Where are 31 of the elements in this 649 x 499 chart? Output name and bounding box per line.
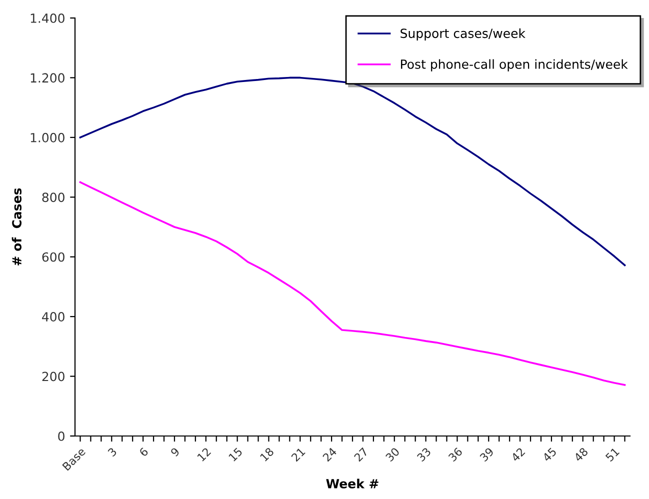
y-tick-label: 400	[42, 312, 64, 322]
x-axis-title: Week #	[326, 478, 378, 488]
x-tick-label: 51	[605, 447, 620, 462]
legend-label: Post phone-call open incidents/week	[401, 59, 628, 72]
x-tick-label: 39	[479, 447, 494, 462]
line-series	[79, 76, 626, 266]
x-tick-label: 36	[448, 447, 463, 462]
x-tick-label: 24	[322, 446, 338, 462]
x-tick-label: 18	[260, 447, 274, 462]
y-tick-label: 200	[42, 372, 64, 382]
legend-label: Support cases/week	[400, 28, 526, 40]
y-tick-label: 1.000	[30, 132, 64, 142]
y-tick-label: 600	[42, 252, 64, 262]
x-tick-label: 45	[542, 447, 557, 462]
y-tick-label: 800	[42, 192, 64, 202]
x-tick-label: 6	[138, 447, 149, 457]
line-series	[79, 181, 626, 386]
y-tick-label: 0	[58, 431, 64, 441]
x-tick-label: 33	[416, 447, 432, 462]
x-tick-label: 9	[170, 447, 180, 457]
x-tick-label: 42	[510, 447, 526, 462]
x-tick-label: 15	[228, 447, 243, 462]
x-tick-label: 12	[196, 447, 212, 462]
x-tick-label: 30	[385, 447, 400, 462]
x-tick-label: 48	[573, 447, 588, 462]
x-tick-label: 27	[354, 447, 368, 462]
x-tick-label: 21	[290, 447, 306, 462]
y-axis-title: # of Cases	[12, 188, 22, 266]
x-tick-label: 3	[107, 447, 118, 457]
y-tick-label: 1.400	[30, 13, 64, 23]
y-tick-label: 1.200	[30, 73, 64, 83]
